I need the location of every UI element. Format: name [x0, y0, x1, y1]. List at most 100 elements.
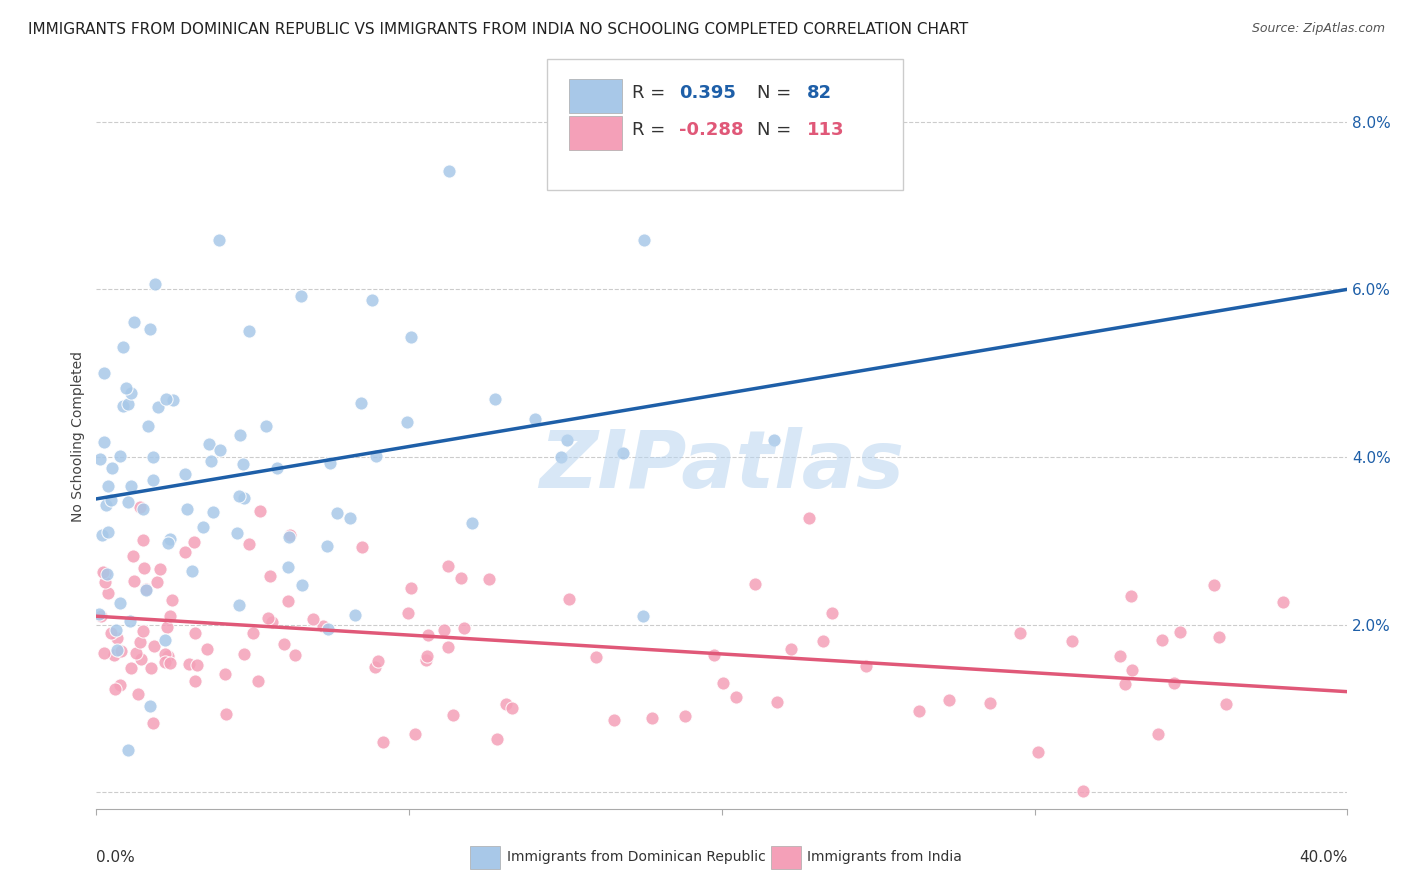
Point: [179, 657, 201, 672]
Point: [215, 706, 238, 721]
Point: [120, 478, 142, 492]
Point: [174, 545, 197, 559]
Point: [1121, 663, 1143, 677]
Point: [1208, 630, 1230, 644]
Point: [122, 315, 145, 329]
Point: [1008, 626, 1031, 640]
Point: [277, 594, 299, 608]
Point: [433, 623, 456, 637]
Point: [93, 366, 115, 380]
Point: [242, 626, 264, 640]
Point: [228, 599, 250, 613]
Point: [142, 716, 165, 731]
Point: [1071, 784, 1094, 798]
Text: R =: R =: [631, 84, 671, 102]
Point: [238, 324, 260, 338]
Point: [232, 647, 254, 661]
Point: [302, 612, 325, 626]
Point: [416, 627, 439, 641]
Point: [117, 397, 139, 411]
Point: [811, 633, 834, 648]
Point: [1108, 648, 1130, 663]
Point: [97, 524, 120, 539]
Point: [176, 502, 198, 516]
Point: [312, 618, 335, 632]
Point: [120, 386, 142, 401]
Point: [364, 449, 387, 463]
Point: [523, 412, 546, 426]
FancyBboxPatch shape: [547, 59, 903, 190]
Point: [1119, 589, 1142, 603]
Point: [104, 682, 127, 697]
Point: [501, 701, 523, 715]
Point: [673, 709, 696, 723]
Point: [96, 566, 118, 581]
Point: [90, 608, 112, 623]
Point: [90, 528, 112, 542]
Point: [155, 633, 177, 648]
Point: [225, 526, 247, 541]
Text: 82: 82: [807, 84, 832, 102]
Point: [343, 608, 366, 623]
Text: 0.0%: 0.0%: [97, 850, 135, 865]
Point: [254, 419, 277, 434]
Point: [557, 591, 579, 606]
Point: [160, 592, 183, 607]
Point: [183, 535, 205, 549]
Point: [396, 606, 419, 620]
Y-axis label: No Schooling Completed: No Schooling Completed: [72, 351, 86, 522]
Point: [441, 707, 464, 722]
Point: [110, 644, 132, 658]
Point: [257, 611, 280, 625]
Point: [186, 657, 208, 672]
Point: [713, 676, 735, 690]
Point: [938, 693, 960, 707]
Point: [484, 392, 506, 407]
Point: [93, 646, 115, 660]
Point: [437, 164, 460, 178]
FancyBboxPatch shape: [569, 78, 621, 113]
Point: [725, 690, 748, 704]
Point: [134, 560, 156, 574]
Point: [142, 450, 165, 464]
Text: 40.0%: 40.0%: [1299, 850, 1347, 865]
Point: [200, 453, 222, 467]
Point: [450, 571, 472, 585]
Point: [89, 607, 111, 621]
Point: [135, 582, 157, 597]
Text: R =: R =: [631, 121, 671, 139]
Point: [197, 641, 219, 656]
Point: [143, 277, 166, 291]
Point: [153, 647, 176, 661]
Point: [555, 434, 578, 448]
Point: [415, 653, 437, 667]
Point: [162, 392, 184, 407]
Point: [193, 520, 215, 534]
Point: [277, 530, 299, 544]
FancyBboxPatch shape: [770, 846, 800, 870]
Point: [132, 624, 155, 639]
Point: [416, 648, 439, 663]
Point: [146, 575, 169, 590]
Point: [233, 491, 256, 505]
Text: N =: N =: [756, 121, 797, 139]
Point: [104, 623, 127, 637]
Point: [111, 399, 134, 413]
Point: [1163, 676, 1185, 690]
Point: [855, 659, 877, 673]
Point: [101, 460, 124, 475]
Point: [603, 713, 626, 727]
Point: [103, 648, 125, 662]
Point: [94, 498, 117, 512]
Point: [779, 642, 801, 657]
Point: [703, 648, 725, 662]
Point: [1147, 727, 1170, 741]
FancyBboxPatch shape: [471, 846, 501, 870]
Point: [373, 735, 395, 749]
Point: [259, 568, 281, 582]
Point: [114, 381, 136, 395]
Point: [460, 516, 482, 531]
Point: [1026, 745, 1049, 759]
Point: [159, 609, 181, 624]
Point: [1202, 578, 1225, 592]
